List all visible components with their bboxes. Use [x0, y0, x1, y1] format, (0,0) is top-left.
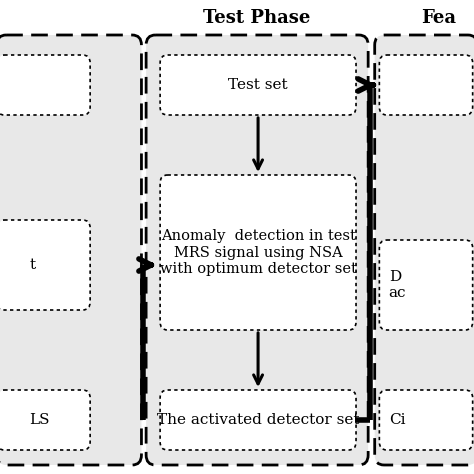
FancyBboxPatch shape: [0, 55, 90, 115]
Text: The activated detector set: The activated detector set: [157, 413, 359, 427]
FancyBboxPatch shape: [160, 175, 356, 330]
Text: Anomaly  detection in test
MRS signal using NSA
with optimum detector set: Anomaly detection in test MRS signal usi…: [160, 229, 356, 276]
Text: Test set: Test set: [228, 78, 288, 92]
FancyBboxPatch shape: [160, 390, 356, 450]
Text: Ci: Ci: [389, 413, 405, 427]
FancyBboxPatch shape: [0, 220, 90, 310]
FancyBboxPatch shape: [374, 35, 474, 465]
Text: D
ac: D ac: [389, 270, 406, 300]
FancyBboxPatch shape: [379, 390, 473, 450]
Text: LS: LS: [29, 413, 50, 427]
Text: Test Phase: Test Phase: [202, 9, 310, 27]
FancyBboxPatch shape: [0, 390, 90, 450]
FancyBboxPatch shape: [160, 55, 356, 115]
FancyBboxPatch shape: [379, 55, 473, 115]
FancyBboxPatch shape: [379, 240, 473, 330]
Text: t: t: [29, 258, 36, 272]
Text: Fea: Fea: [421, 9, 456, 27]
FancyBboxPatch shape: [0, 35, 141, 465]
FancyBboxPatch shape: [146, 35, 368, 465]
